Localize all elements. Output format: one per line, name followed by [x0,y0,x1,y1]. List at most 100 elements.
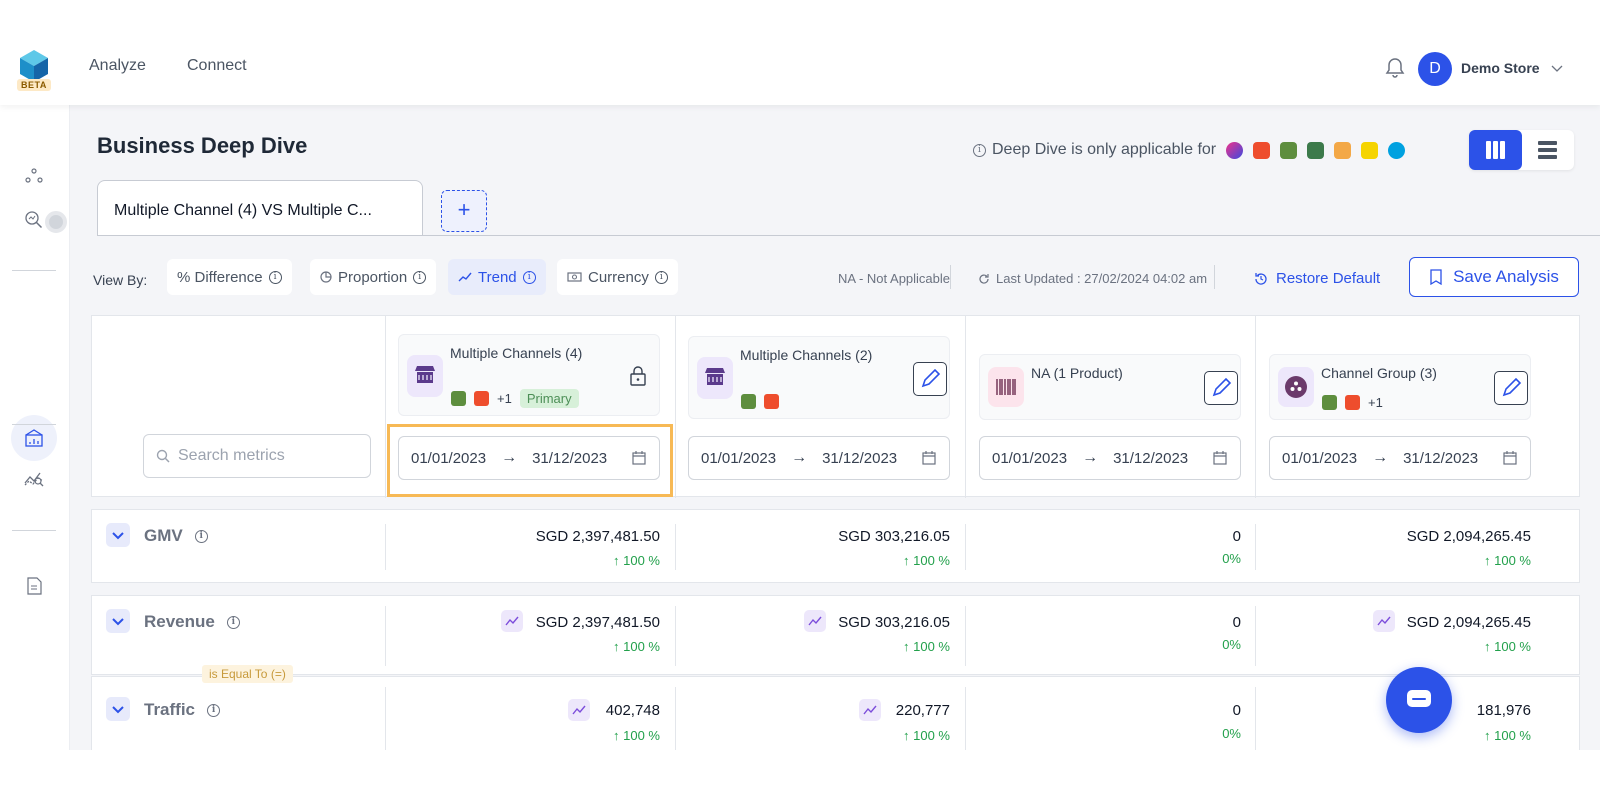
view-toggle [1469,130,1574,170]
chevron-down-icon [112,618,124,626]
info-icon[interactable]: i [268,270,282,284]
chip-difference[interactable]: % Difference i [167,259,292,295]
metric-value: 0 [1232,528,1241,545]
report-icon[interactable] [23,575,45,597]
trend-chart-icon[interactable] [568,699,590,721]
chat-support-button[interactable] [1386,667,1452,733]
metric-name: Revenue i [144,612,240,632]
date-range-3[interactable]: 01/01/2023 → 31/12/2023 [979,436,1241,480]
chevron-down-icon[interactable] [1551,62,1563,74]
page-bottom-margin [0,750,1600,800]
separator [950,265,951,289]
brand-logo-icon[interactable] [16,48,52,92]
info-icon[interactable]: i [207,703,221,717]
metric-value: 0 [1232,702,1241,719]
info-icon[interactable]: i [973,143,986,157]
more-channels-count: +1 [497,391,512,406]
trend-chart-icon[interactable] [804,610,826,632]
metric-change: 0% [1222,637,1241,652]
page-title: Business Deep Dive [97,133,308,158]
calendar-icon [632,451,646,465]
chip-difference-label: % Difference [177,268,263,286]
expand-button[interactable] [106,697,130,721]
channel-card-2[interactable]: Multiple Channels (2) [688,336,950,419]
chevron-down-icon [112,532,124,540]
end-date: 31/12/2023 [1113,449,1189,467]
search-input[interactable]: Search metrics [143,434,371,478]
edit-button[interactable] [913,362,947,396]
metric-name: GMV i [144,526,208,546]
forecast-icon[interactable] [23,471,45,493]
column-divider [1255,524,1256,570]
list-view-button[interactable] [1521,130,1574,170]
start-date: 01/01/2023 [701,449,777,467]
start-date: 01/01/2023 [1282,449,1358,467]
info-icon[interactable]: i [413,270,427,284]
date-range-2[interactable]: 01/01/2023 → 31/12/2023 [688,436,950,480]
trend-chart-icon[interactable] [501,610,523,632]
channel-name: Multiple Channels (4) [450,345,583,361]
avatar[interactable]: D [1418,52,1452,86]
calendar-icon [1213,451,1227,465]
column-divider [1255,606,1256,666]
channel-card-3[interactable]: NA (1 Product) [979,354,1241,420]
restore-icon [1255,272,1267,285]
deep-dive-note-text: Deep Dive is only applicable for [992,141,1217,158]
metric-change: ↑ 100 % [903,553,950,568]
chip-trend[interactable]: Trend i [448,259,546,295]
chip-currency[interactable]: Currency i [557,259,678,295]
expand-button[interactable] [106,523,130,547]
expand-button[interactable] [106,609,130,633]
nav-analyze[interactable]: Analyze [89,57,146,74]
channel-name: NA (1 Product) [1031,365,1123,381]
column-view-button[interactable] [1469,130,1522,170]
trend-chart-icon[interactable] [1373,610,1395,632]
date-range-1[interactable]: 01/01/2023 → 31/12/2023 [398,436,660,480]
search-analytics-icon[interactable] [23,209,45,231]
shopify-logo-icon [1280,141,1298,159]
chip-proportion[interactable]: Proportion i [310,259,437,295]
save-analysis-label: Save Analysis [1453,267,1559,286]
sidebar [0,105,70,800]
add-tab-button[interactable]: + [441,190,487,232]
column-divider [675,687,676,767]
shopee-logo-icon [764,394,779,409]
metric-name: Traffic i [144,700,221,720]
comparison-header: Search metrics Multiple Channels (4) +1 … [91,315,1580,498]
save-analysis-button[interactable]: Save Analysis [1409,257,1579,297]
column-divider [965,606,966,666]
metric-change: ↑ 100 % [903,639,950,654]
metric-change: ↑ 100 % [613,553,660,568]
start-date: 01/01/2023 [411,449,487,467]
nav-connect[interactable]: Connect [187,57,247,74]
store-analytics-icon[interactable] [23,427,45,449]
tab-comparison[interactable]: Multiple Channel (4) VS Multiple C... [97,180,423,236]
metric-change: ↑ 100 % [1484,639,1531,654]
edit-button[interactable] [1494,371,1528,405]
info-icon[interactable]: i [226,615,240,629]
metric-change: 0% [1222,726,1241,741]
date-range-4[interactable]: 01/01/2023 → 31/12/2023 [1269,436,1531,480]
notification-bell-icon[interactable] [1383,56,1407,80]
trend-chart-icon[interactable] [859,699,881,721]
top-bar: BETA Analyze Connect D Demo Store [0,0,1600,105]
channel-logos [1226,141,1406,159]
metric-change: ↑ 100 % [1484,553,1531,568]
channel-card-4[interactable]: Channel Group (3) +1 [1269,354,1531,420]
network-icon[interactable] [23,165,45,187]
column-divider [965,316,966,498]
pencil-icon [1502,377,1522,397]
sidebar-divider-2 [12,424,56,425]
info-icon[interactable]: i [654,270,668,284]
sidebar-toggle-handle[interactable] [45,211,67,233]
info-icon[interactable]: i [194,529,208,543]
channel-card-1[interactable]: Multiple Channels (4) +1 Primary [398,334,660,416]
separator [1214,265,1215,289]
info-icon[interactable]: i [522,270,536,284]
list-icon [1538,141,1557,159]
metric-value: 220,777 [895,702,950,719]
store-name[interactable]: Demo Store [1461,60,1540,76]
restore-default-button[interactable]: Restore Default [1254,270,1380,287]
edit-button[interactable] [1204,371,1238,405]
channel-card-logos [741,394,779,409]
